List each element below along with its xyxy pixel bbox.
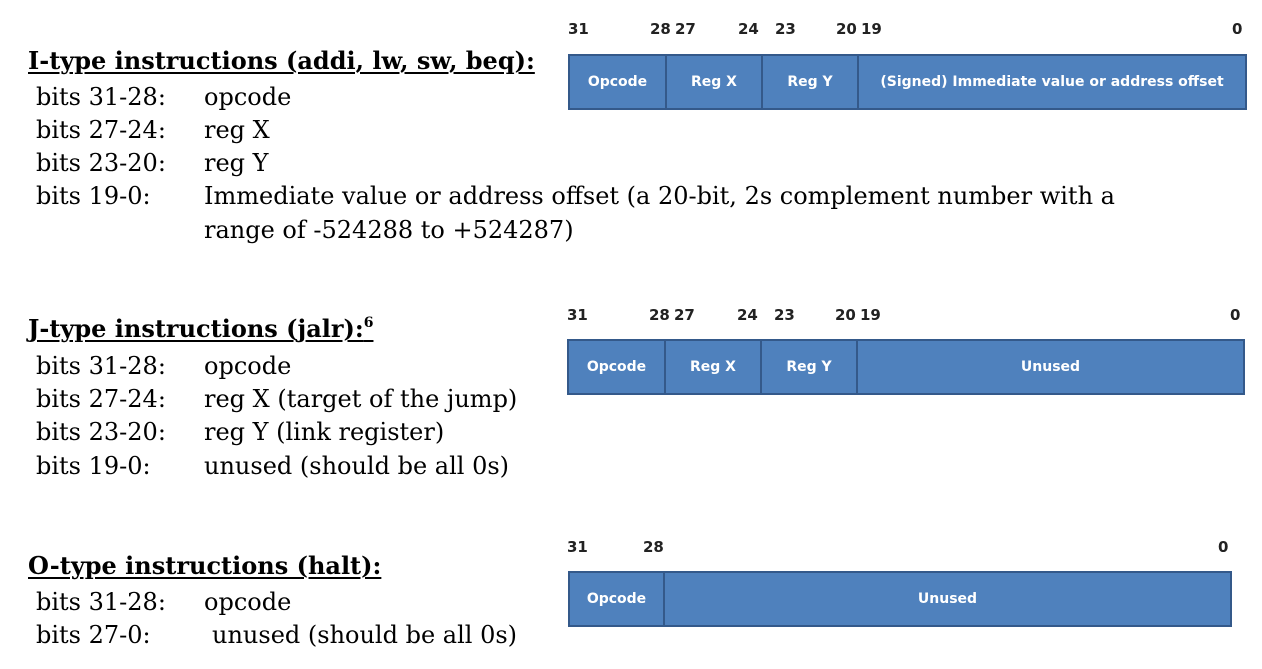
bits-description: opcode xyxy=(204,352,292,380)
bit-label: 27 xyxy=(674,306,695,324)
bits-label: bits 31-28: xyxy=(36,352,166,380)
reg-y-field: Reg Y xyxy=(763,56,859,108)
bits-description: opcode xyxy=(204,83,292,111)
otype-format-diagram: Opcode Unused xyxy=(568,571,1232,627)
bits-label: bits 27-24: xyxy=(36,116,166,144)
bit-label: 24 xyxy=(737,306,758,324)
jtype-title: J-type instructions (jalr):6 xyxy=(28,314,373,343)
bits-label: bits 27-24: xyxy=(36,385,166,413)
opcode-field: Opcode xyxy=(570,56,667,108)
bits-label: bits 23-20: xyxy=(36,418,166,446)
itype-title: I-type instructions (addi, lw, sw, beq): xyxy=(28,46,535,75)
bit-label: 28 xyxy=(650,20,671,38)
jtype-format-diagram: Opcode Reg X Reg Y Unused xyxy=(567,339,1245,395)
itype-format-diagram: Opcode Reg X Reg Y (Signed) Immediate va… xyxy=(568,54,1247,110)
bits-label: bits 27-0: xyxy=(36,621,151,649)
bits-label: bits 19-0: xyxy=(36,182,151,210)
reg-x-field: Reg X xyxy=(667,56,763,108)
bit-label: 0 xyxy=(1232,20,1243,38)
bits-description: opcode xyxy=(204,588,292,616)
bits-description: reg X (target of the jump) xyxy=(204,385,518,413)
bit-label: 28 xyxy=(649,306,670,324)
bit-label: 20 xyxy=(836,20,857,38)
bits-label: bits 19-0: xyxy=(36,452,151,480)
unused-field: Unused xyxy=(1020,359,1081,375)
bit-label: 31 xyxy=(567,538,588,556)
footnote-marker: 6 xyxy=(363,315,374,331)
otype-title: O-type instructions (halt): xyxy=(28,551,382,580)
bits-description: unused (should be all 0s) xyxy=(212,621,518,649)
jtype-title-text: J-type instructions (jalr): xyxy=(28,314,364,343)
bit-label: 28 xyxy=(643,538,664,556)
opcode-field: Opcode xyxy=(570,573,665,625)
immediate-field: (Signed) Immediate value or address offs… xyxy=(880,74,1224,90)
bit-label: 31 xyxy=(567,306,588,324)
unused-field: Unused xyxy=(917,591,978,607)
bits-description: reg X xyxy=(204,116,270,144)
bit-label: 23 xyxy=(774,306,795,324)
bits-description: reg Y (link register) xyxy=(204,418,445,446)
bit-label: 19 xyxy=(860,306,881,324)
bits-label: bits 23-20: xyxy=(36,149,166,177)
bits-label: bits 31-28: xyxy=(36,588,166,616)
bit-label: 23 xyxy=(775,20,796,38)
reg-y-field: Reg Y xyxy=(762,341,858,393)
itype-description-continuation: range of -524288 to +524287) xyxy=(204,216,574,244)
reg-x-field: Reg X xyxy=(666,341,762,393)
opcode-field: Opcode xyxy=(569,341,666,393)
bits-description: reg Y xyxy=(204,149,269,177)
bit-label: 20 xyxy=(835,306,856,324)
bit-label: 24 xyxy=(738,20,759,38)
bit-label: 31 xyxy=(568,20,589,38)
bit-label: 0 xyxy=(1218,538,1229,556)
bits-description: unused (should be all 0s) xyxy=(204,452,510,480)
bits-description: Immediate value or address offset (a 20-… xyxy=(204,182,1115,210)
bit-label: 19 xyxy=(861,20,882,38)
bit-label: 27 xyxy=(675,20,696,38)
bits-label: bits 31-28: xyxy=(36,83,166,111)
bit-label: 0 xyxy=(1230,306,1241,324)
